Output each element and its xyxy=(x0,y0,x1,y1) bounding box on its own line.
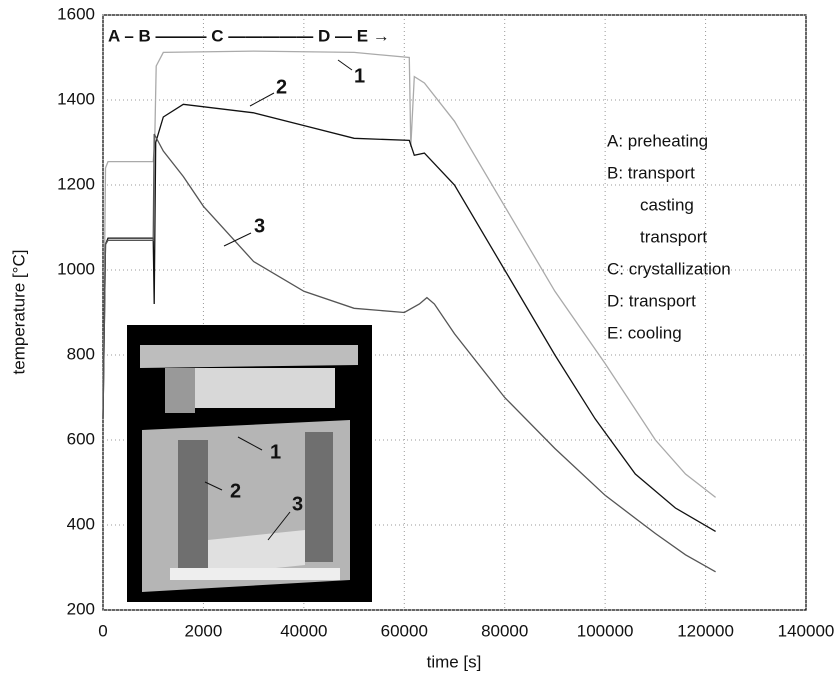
x-tick-label: 0 xyxy=(98,621,107,640)
inset-wall xyxy=(178,440,208,570)
curve-leader xyxy=(250,93,274,106)
inset-label: 3 xyxy=(292,493,303,515)
legend-item: C: crystallization xyxy=(607,259,731,278)
y-tick-label: 1600 xyxy=(57,4,95,23)
legend-item: casting xyxy=(640,195,694,214)
x-tick-label: 40000 xyxy=(280,621,327,640)
curve-label: 1 xyxy=(354,65,365,87)
legend-text: A: preheating B: transport casting transpor… xyxy=(607,131,731,342)
x-tick-label: 120000 xyxy=(677,621,734,640)
x-tick-label: 2000 xyxy=(185,621,223,640)
legend-item: A: preheating xyxy=(607,131,708,150)
x-tick-label: 60000 xyxy=(381,621,428,640)
curve-label: 3 xyxy=(254,215,265,237)
x-axis-label: time [s] xyxy=(427,652,482,671)
y-axis-label: temperature [°C] xyxy=(9,250,28,375)
x-tick-label: 80000 xyxy=(481,621,528,640)
curve-leader xyxy=(338,60,352,70)
x-tick-label: 140000 xyxy=(778,621,835,640)
chart: 1 2 3 A – B ——— C ————— D — E → 1 2 3 A:… xyxy=(0,0,837,679)
legend-item: D: transport xyxy=(607,291,696,310)
inset-label: 1 xyxy=(270,441,281,463)
inset-lid xyxy=(140,345,358,368)
legend-item: B: transport xyxy=(607,163,695,182)
inset-wall xyxy=(305,432,333,562)
inset-upper xyxy=(195,368,335,408)
y-tick-label: 1200 xyxy=(57,174,95,193)
y-tick-label: 200 xyxy=(67,599,95,618)
y-tick-label: 1400 xyxy=(57,89,95,108)
legend-item: E: cooling xyxy=(607,323,682,342)
legend-item: transport xyxy=(640,227,707,246)
y-tick-label: 800 xyxy=(67,344,95,363)
x-tick-label: 100000 xyxy=(577,621,634,640)
inset-base xyxy=(170,568,340,580)
inset-label: 2 xyxy=(230,480,241,502)
phase-bar: A – B ——— C ————— D — E → xyxy=(108,26,390,45)
inset: 1 2 3 xyxy=(127,325,372,602)
curve-label: 2 xyxy=(276,76,287,98)
y-tick-label: 600 xyxy=(67,429,95,448)
y-tick-label: 400 xyxy=(67,514,95,533)
y-tick-label: 1000 xyxy=(57,259,95,278)
inset-post xyxy=(165,368,195,413)
